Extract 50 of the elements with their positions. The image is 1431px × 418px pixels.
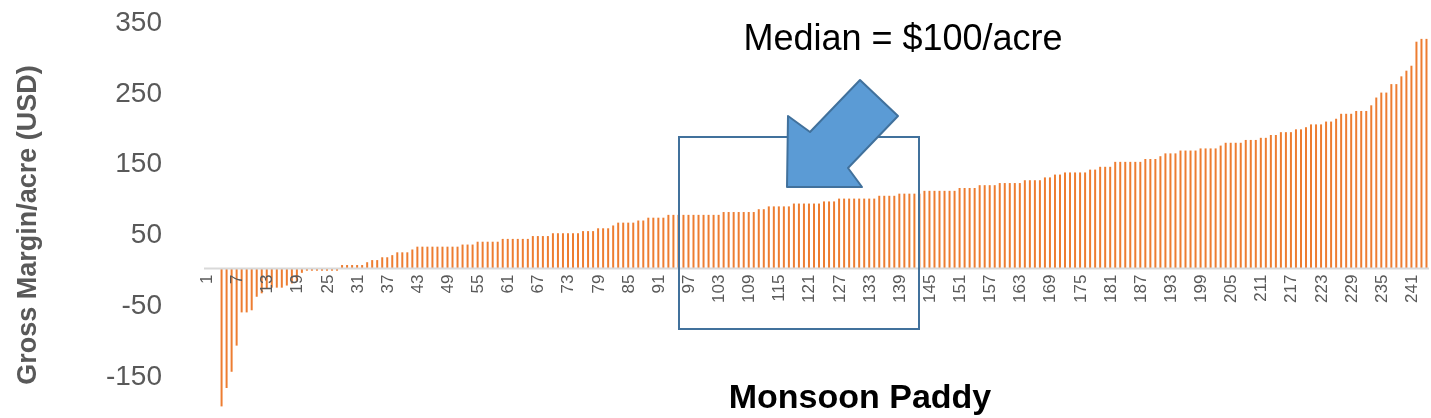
y-tick-label: 50 bbox=[130, 218, 162, 250]
x-tick-label: 205 bbox=[1221, 274, 1241, 303]
y-tick-label: 150 bbox=[115, 147, 162, 179]
x-tick-label: 127 bbox=[829, 274, 849, 303]
x-tick-label: 175 bbox=[1070, 274, 1090, 303]
x-tick-label: 157 bbox=[980, 274, 1000, 303]
x-tick-label: 241 bbox=[1401, 274, 1421, 303]
x-tick-label: 121 bbox=[799, 274, 819, 303]
x-axis-title: Monsoon Paddy bbox=[728, 377, 992, 415]
x-tick-label: 91 bbox=[648, 274, 668, 294]
y-tick-label: -50 bbox=[121, 288, 162, 320]
y-axis-title: Gross Margin/acre (USD) bbox=[12, 65, 42, 385]
x-tick-label: 217 bbox=[1281, 274, 1301, 303]
x-tick-label: 55 bbox=[468, 274, 488, 294]
x-tick-label: 67 bbox=[528, 274, 548, 294]
x-tick-label: 31 bbox=[347, 274, 367, 294]
x-tick-label: 181 bbox=[1100, 274, 1120, 303]
x-tick-label: 61 bbox=[498, 274, 518, 294]
y-tick-label: 250 bbox=[115, 76, 162, 108]
y-tick-label: 350 bbox=[115, 6, 162, 38]
x-tick-label: 37 bbox=[377, 274, 397, 294]
x-tick-label: 79 bbox=[588, 274, 608, 294]
x-tick-label: 109 bbox=[739, 274, 759, 303]
y-tick-label: -150 bbox=[105, 359, 162, 391]
x-tick-label: 7 bbox=[227, 274, 247, 285]
x-tick-label: 235 bbox=[1371, 274, 1391, 303]
x-tick-label: 193 bbox=[1160, 274, 1180, 303]
x-tick-label: 1 bbox=[197, 274, 217, 285]
x-tick-label: 199 bbox=[1191, 274, 1211, 303]
x-tick-label: 115 bbox=[769, 274, 789, 302]
x-tick-label: 19 bbox=[287, 274, 307, 294]
x-tick-label: 145 bbox=[919, 274, 939, 303]
x-tick-label: 187 bbox=[1130, 274, 1150, 303]
x-tick-label: 43 bbox=[407, 274, 427, 294]
x-tick-label: 25 bbox=[317, 274, 337, 294]
x-tick-label: 211 bbox=[1251, 274, 1271, 302]
x-tick-label: 151 bbox=[950, 274, 970, 303]
x-tick-label: 163 bbox=[1010, 274, 1030, 303]
x-tick-label: 139 bbox=[889, 274, 909, 303]
x-tick-label: 229 bbox=[1341, 274, 1361, 303]
x-tick-label: 103 bbox=[709, 274, 729, 303]
annotation: Median = $100/acre bbox=[743, 17, 1063, 58]
x-tick-label: 223 bbox=[1311, 274, 1331, 303]
x-tick-label: 49 bbox=[437, 274, 457, 294]
x-tick-label: 169 bbox=[1040, 274, 1060, 303]
x-tick-label: 97 bbox=[678, 274, 698, 294]
x-tick-label: 73 bbox=[558, 274, 578, 294]
x-tick-label: 13 bbox=[257, 274, 277, 294]
x-tick-label: 133 bbox=[859, 274, 879, 303]
x-tick-label: 85 bbox=[618, 274, 638, 294]
